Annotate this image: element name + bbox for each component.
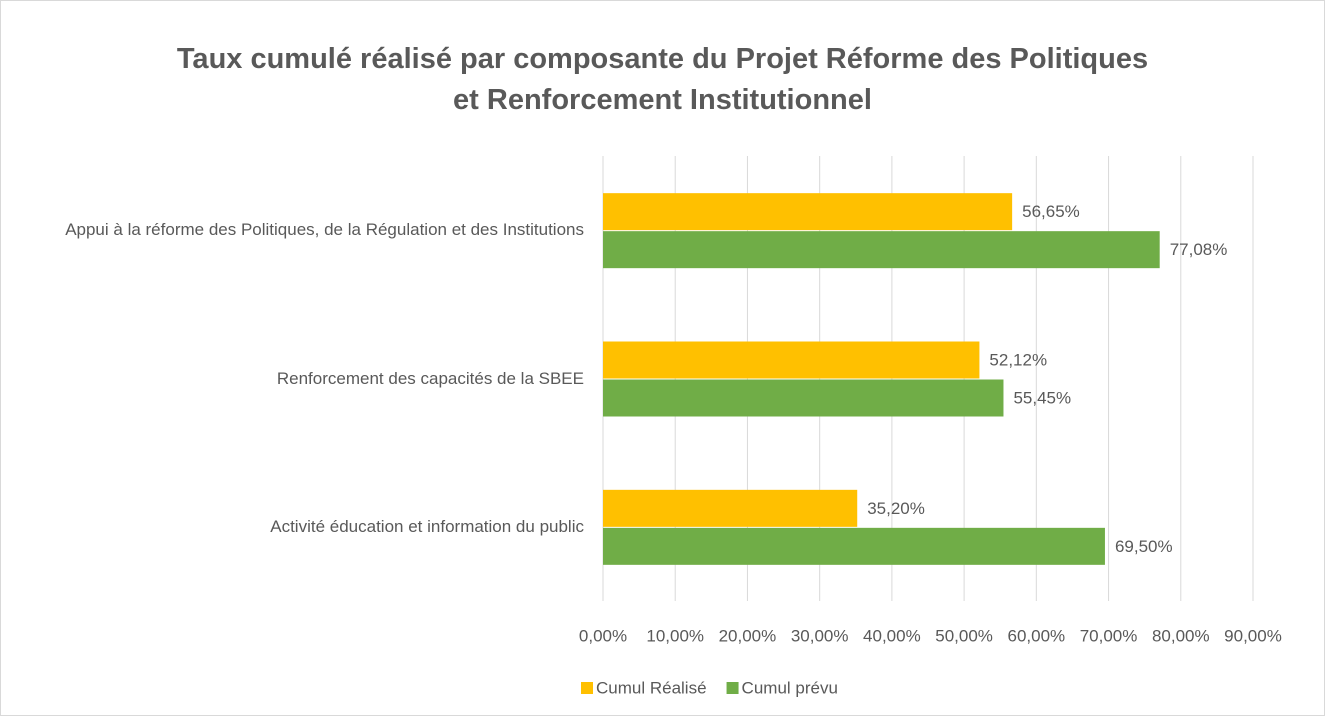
x-tick-label: 10,00% bbox=[646, 626, 704, 645]
legend-label: Cumul prévu bbox=[742, 678, 838, 697]
x-tick-label: 90,00% bbox=[1224, 626, 1282, 645]
x-tick-label: 80,00% bbox=[1152, 626, 1210, 645]
bar bbox=[603, 341, 980, 379]
x-tick-label: 0,00% bbox=[579, 626, 627, 645]
bar bbox=[603, 489, 858, 527]
bar bbox=[603, 379, 1004, 417]
x-tick-label: 30,00% bbox=[791, 626, 849, 645]
x-tick-label: 60,00% bbox=[1007, 626, 1065, 645]
y-tick-label: Activité éducation et information du pub… bbox=[270, 516, 584, 536]
data-label: 77,08% bbox=[1170, 240, 1228, 259]
y-tick-label: Appui à la réforme des Politiques, de la… bbox=[65, 220, 584, 240]
legend-swatch bbox=[726, 682, 739, 694]
data-label: 56,65% bbox=[1022, 202, 1080, 221]
data-label: 55,45% bbox=[1013, 388, 1071, 407]
legend-label: Cumul Réalisé bbox=[596, 678, 707, 697]
x-tick-label: 40,00% bbox=[863, 626, 921, 645]
x-tick-label: 50,00% bbox=[935, 626, 993, 645]
chart-title: Taux cumulé réalisé par composante du Pr… bbox=[176, 43, 1149, 116]
data-label: 69,50% bbox=[1115, 537, 1173, 556]
y-tick-label: Renforcement des capacités de la SBEE bbox=[276, 368, 584, 388]
bar bbox=[603, 527, 1105, 565]
data-label: 52,12% bbox=[989, 350, 1047, 369]
x-tick-label: 20,00% bbox=[719, 626, 777, 645]
legend-swatch bbox=[581, 682, 593, 694]
data-label: 35,20% bbox=[867, 499, 925, 518]
x-tick-label: 70,00% bbox=[1080, 626, 1138, 645]
bar bbox=[603, 193, 1013, 231]
bar bbox=[603, 231, 1160, 269]
